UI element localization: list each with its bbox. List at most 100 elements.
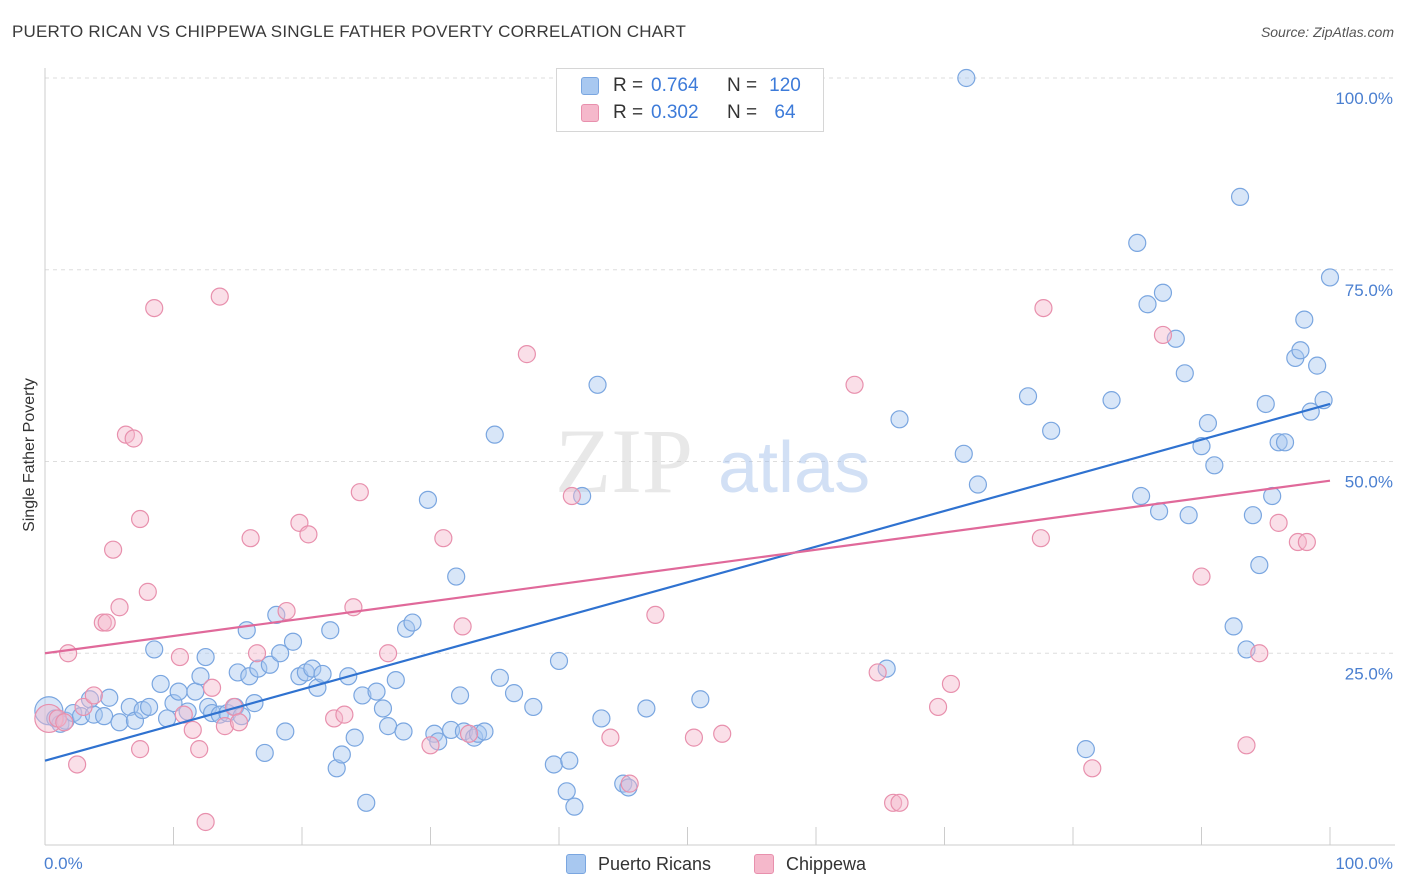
data-point: [890, 793, 909, 812]
data-point: [353, 686, 372, 705]
data-point: [447, 567, 466, 586]
axes: [44, 68, 1395, 846]
data-point: [1175, 364, 1194, 383]
data-point: [110, 598, 129, 617]
y-tick-label: 75.0%: [1345, 281, 1393, 300]
data-point: [100, 688, 119, 707]
data-point: [1269, 513, 1288, 532]
data-point: [954, 444, 973, 463]
data-point: [228, 663, 247, 682]
data-point: [1179, 506, 1198, 525]
data-point: [941, 674, 961, 694]
x-tick-label: 100.0%: [1335, 854, 1393, 873]
data-point: [1295, 310, 1314, 329]
data-point: [249, 659, 268, 678]
legend-n-value: 64: [774, 102, 796, 123]
data-point: [1153, 325, 1173, 345]
data-point: [549, 651, 569, 671]
data-point: [386, 670, 405, 690]
bottom-legend-puerto-ricans: Puerto Ricans: [566, 852, 711, 876]
data-point: [544, 755, 563, 774]
data-point: [1138, 295, 1157, 314]
data-point: [883, 793, 903, 812]
data-point: [196, 647, 215, 667]
data-point: [202, 678, 222, 697]
data-point: [55, 713, 74, 732]
data-point: [684, 728, 704, 747]
data-point: [367, 682, 386, 701]
data-point: [378, 644, 398, 663]
data-point: [241, 529, 260, 548]
data-point: [95, 707, 114, 726]
data-point: [565, 797, 584, 816]
data-point: [1132, 486, 1151, 506]
data-point: [560, 751, 579, 770]
data-point: [646, 605, 665, 625]
data-point: [1297, 532, 1316, 552]
trend-line: [44, 402, 1331, 762]
data-point: [271, 644, 290, 663]
data-point: [403, 613, 422, 632]
legend-swatch-pink: [581, 104, 599, 122]
chart-title: PUERTO RICAN VS CHIPPEWA SINGLE FATHER P…: [12, 22, 687, 41]
data-point: [524, 697, 543, 717]
y-axis-label: Single Father Poverty: [21, 378, 38, 532]
data-point: [196, 812, 215, 832]
data-point: [592, 709, 611, 728]
data-point: [321, 621, 340, 640]
data-point: [283, 632, 303, 651]
data-point: [59, 644, 78, 663]
trend-lines: [44, 402, 1331, 762]
source-label: Source: ZipAtlas.com: [1260, 24, 1394, 40]
data-point: [1205, 456, 1224, 475]
data-point: [573, 486, 592, 506]
data-point: [186, 682, 205, 701]
data-point: [97, 613, 116, 632]
trend-line: [44, 479, 1331, 655]
data-point: [151, 674, 170, 694]
legend-r-label: R =: [613, 75, 644, 96]
data-point: [1102, 391, 1121, 410]
data-point: [130, 509, 150, 529]
data-point: [957, 68, 976, 88]
data-point: [247, 644, 267, 663]
data-point: [1256, 394, 1275, 414]
data-point: [303, 659, 322, 678]
data-point: [1042, 421, 1061, 440]
data-point: [332, 745, 351, 764]
data-point: [164, 694, 183, 713]
data-point: [110, 713, 129, 732]
data-point: [84, 686, 103, 705]
bottom-legend-swatch-blue: [566, 854, 586, 874]
data-point: [190, 740, 209, 759]
data-point: [325, 709, 344, 728]
data-point: [968, 475, 988, 494]
data-point: [1250, 644, 1269, 663]
data-point: [1230, 187, 1250, 206]
x-tick-label: 0.0%: [44, 854, 83, 873]
data-point: [601, 728, 620, 747]
data-point: [713, 724, 732, 743]
data-point: [1153, 283, 1173, 302]
data-point: [459, 724, 479, 743]
data-point: [453, 617, 472, 636]
grid-lines: [45, 77, 1395, 654]
y-tick-label: 50.0%: [1345, 473, 1393, 492]
data-point: [255, 743, 274, 763]
data-point: [139, 697, 159, 717]
bottom-legend-label: Chippewa: [786, 853, 867, 874]
data-point: [277, 601, 296, 621]
data-point: [1275, 433, 1295, 452]
data-point: [130, 740, 150, 759]
data-point: [877, 659, 896, 678]
data-point: [1250, 555, 1269, 575]
data-point: [229, 713, 249, 732]
data-point: [1083, 759, 1102, 778]
correlation-legend: R = 0.764 N = 120 R = 0.302 N = 64: [556, 68, 824, 132]
data-point: [68, 755, 87, 774]
data-point: [210, 287, 229, 306]
data-point: [215, 717, 234, 736]
data-point: [145, 299, 164, 318]
data-point: [434, 529, 453, 548]
